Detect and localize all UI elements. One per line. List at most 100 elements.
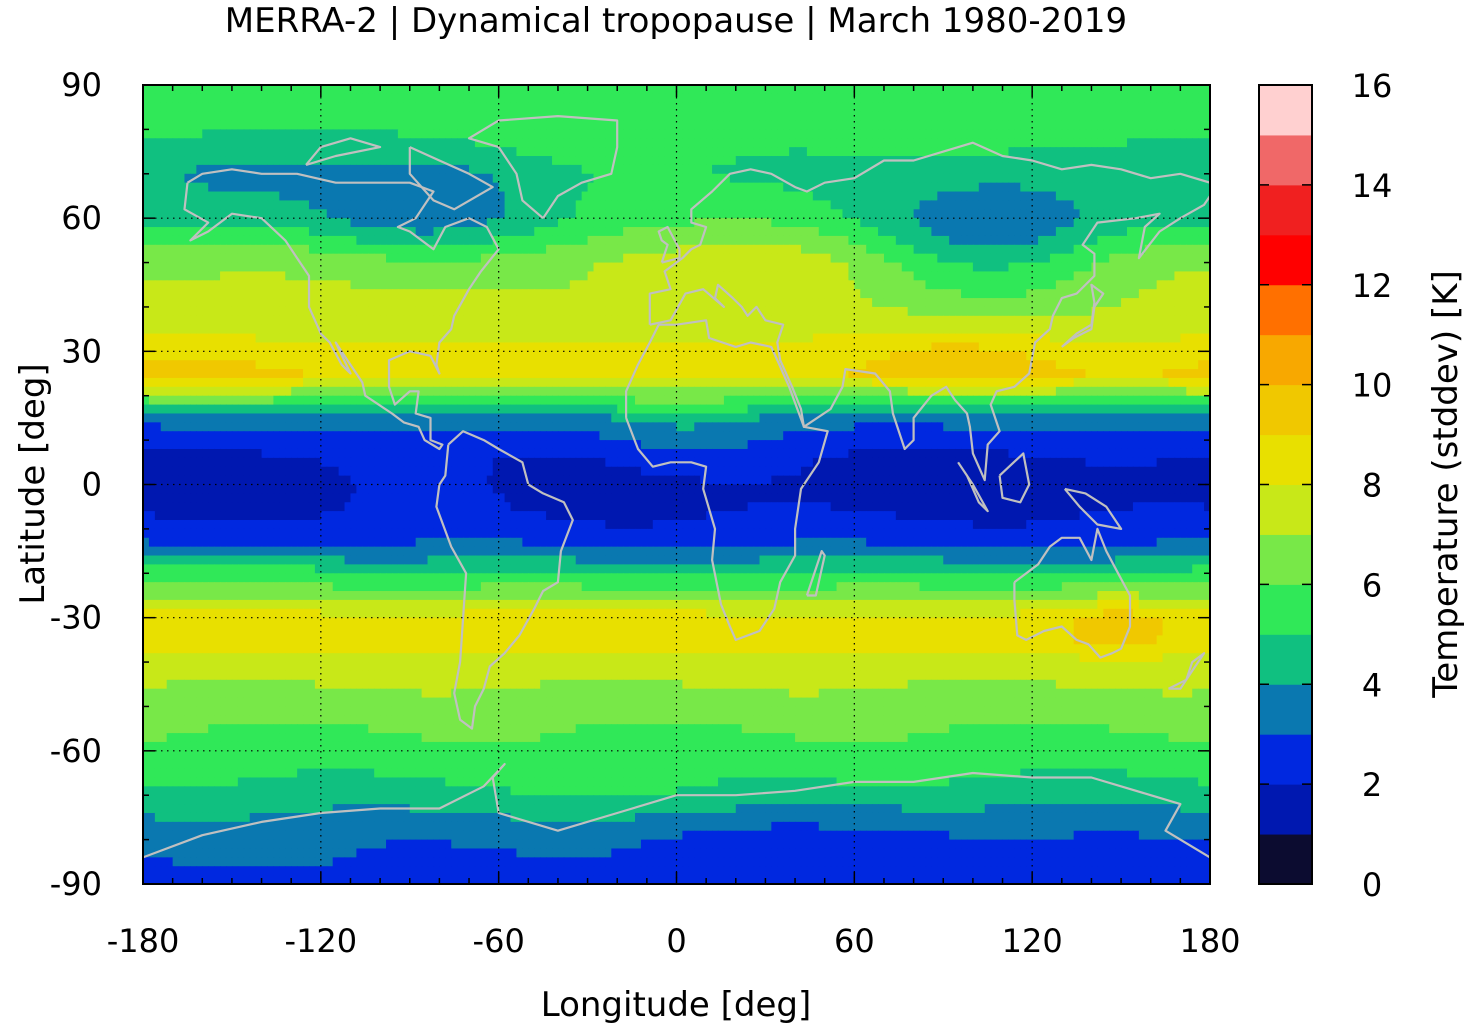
heatmap-cell <box>996 93 1004 104</box>
heatmap-cell <box>190 93 197 104</box>
heatmap-cell <box>1156 298 1164 308</box>
heatmap-cell <box>297 164 304 175</box>
heatmap-cell <box>314 93 322 104</box>
heatmap-cell <box>1014 164 1021 175</box>
heatmap-cell <box>1180 138 1187 148</box>
heatmap-cell <box>1061 173 1069 184</box>
heatmap-cell <box>747 111 755 122</box>
heatmap-cell <box>889 102 897 113</box>
heatmap-cell <box>374 102 381 113</box>
heatmap-cell <box>1127 253 1134 264</box>
heatmap-cell <box>528 102 535 113</box>
heatmap-cell <box>261 129 269 139</box>
heatmap-cell <box>872 209 879 219</box>
heatmap-cell <box>1085 200 1093 210</box>
heatmap-cell <box>652 315 660 326</box>
heatmap-cell <box>895 173 903 184</box>
heatmap-cell <box>830 102 838 113</box>
heatmap-cell <box>729 164 737 175</box>
heatmap-cell <box>1156 271 1164 281</box>
plot-area <box>143 85 1210 884</box>
heatmap-cell <box>415 324 423 335</box>
heatmap-cell <box>231 129 239 139</box>
heatmap-cell <box>830 244 838 255</box>
heatmap-cell <box>143 253 150 264</box>
heatmap-cell <box>397 235 405 246</box>
heatmap-cell <box>652 102 660 113</box>
heatmap-cell <box>883 298 891 308</box>
heatmap-cell <box>308 253 316 264</box>
heatmap-cell <box>1026 218 1033 228</box>
heatmap-cell <box>617 200 624 210</box>
heatmap-cell <box>386 129 393 139</box>
heatmap-cell <box>148 227 156 237</box>
heatmap-cell <box>273 306 280 317</box>
heatmap-cell <box>154 253 162 264</box>
heatmap-cell <box>575 244 583 255</box>
heatmap-cell <box>629 111 636 122</box>
heatmap-cell <box>249 156 257 166</box>
heatmap-cell <box>789 102 796 113</box>
heatmap-cell <box>1014 93 1021 104</box>
heatmap-cell <box>569 262 577 273</box>
heatmap-cell <box>1002 147 1010 157</box>
heatmap-cell <box>883 200 891 210</box>
heatmap-cell <box>237 244 245 255</box>
heatmap-cell <box>350 173 357 184</box>
heatmap-cell <box>148 253 156 264</box>
heatmap-cell <box>143 147 150 157</box>
heatmap-cell <box>1198 289 1205 299</box>
heatmap-cell <box>777 306 784 317</box>
heatmap-cell <box>433 244 440 255</box>
heatmap-cell <box>1038 173 1045 184</box>
heatmap-cell <box>676 156 684 166</box>
heatmap-cell <box>433 200 440 210</box>
heatmap-cell <box>516 315 523 326</box>
heatmap-cell <box>771 191 778 202</box>
heatmap-cell <box>267 244 275 255</box>
heatmap-cell <box>552 271 559 281</box>
heatmap-cell <box>1168 209 1176 219</box>
heatmap-cell <box>344 191 352 202</box>
heatmap-cell <box>848 85 855 95</box>
heatmap-cell <box>415 138 423 148</box>
heatmap-cell <box>557 191 565 202</box>
heatmap-cell <box>166 138 174 148</box>
heatmap-cell <box>990 280 998 290</box>
heatmap-cell <box>409 120 417 130</box>
heatmap-cell <box>664 280 672 290</box>
heatmap-cell <box>640 85 648 95</box>
heatmap-cell <box>907 200 915 210</box>
heatmap-cell <box>1038 120 1045 130</box>
heatmap-cell <box>1127 280 1134 290</box>
heatmap-cell <box>587 209 595 219</box>
heatmap-cell <box>931 235 938 246</box>
heatmap-cell <box>848 244 855 255</box>
heatmap-cell <box>706 93 713 104</box>
heatmap-cell <box>955 173 962 184</box>
heatmap-cell <box>1144 253 1152 264</box>
heatmap-cell <box>937 102 944 113</box>
heatmap-cell <box>528 85 535 95</box>
heatmap-cell <box>984 111 992 122</box>
heatmap-cell <box>534 298 541 308</box>
heatmap-cell <box>504 93 512 104</box>
heatmap-cell <box>504 262 512 273</box>
heatmap-cell <box>966 227 974 237</box>
heatmap-cell <box>237 85 245 95</box>
heatmap-cell <box>581 280 589 290</box>
heatmap-cell <box>806 191 814 202</box>
heatmap-cell <box>1198 298 1205 308</box>
heatmap-cell <box>712 173 719 184</box>
heatmap-cell <box>314 227 322 237</box>
heatmap-cell <box>883 262 891 273</box>
heatmap-cell <box>854 120 861 130</box>
heatmap-cell <box>830 289 838 299</box>
heatmap-cell <box>540 235 547 246</box>
heatmap-cell <box>516 120 523 130</box>
heatmap-cell <box>972 271 980 281</box>
heatmap-cell <box>356 306 363 317</box>
heatmap-cell <box>439 182 446 193</box>
heatmap-cell <box>955 164 962 175</box>
heatmap-cell <box>771 182 778 193</box>
